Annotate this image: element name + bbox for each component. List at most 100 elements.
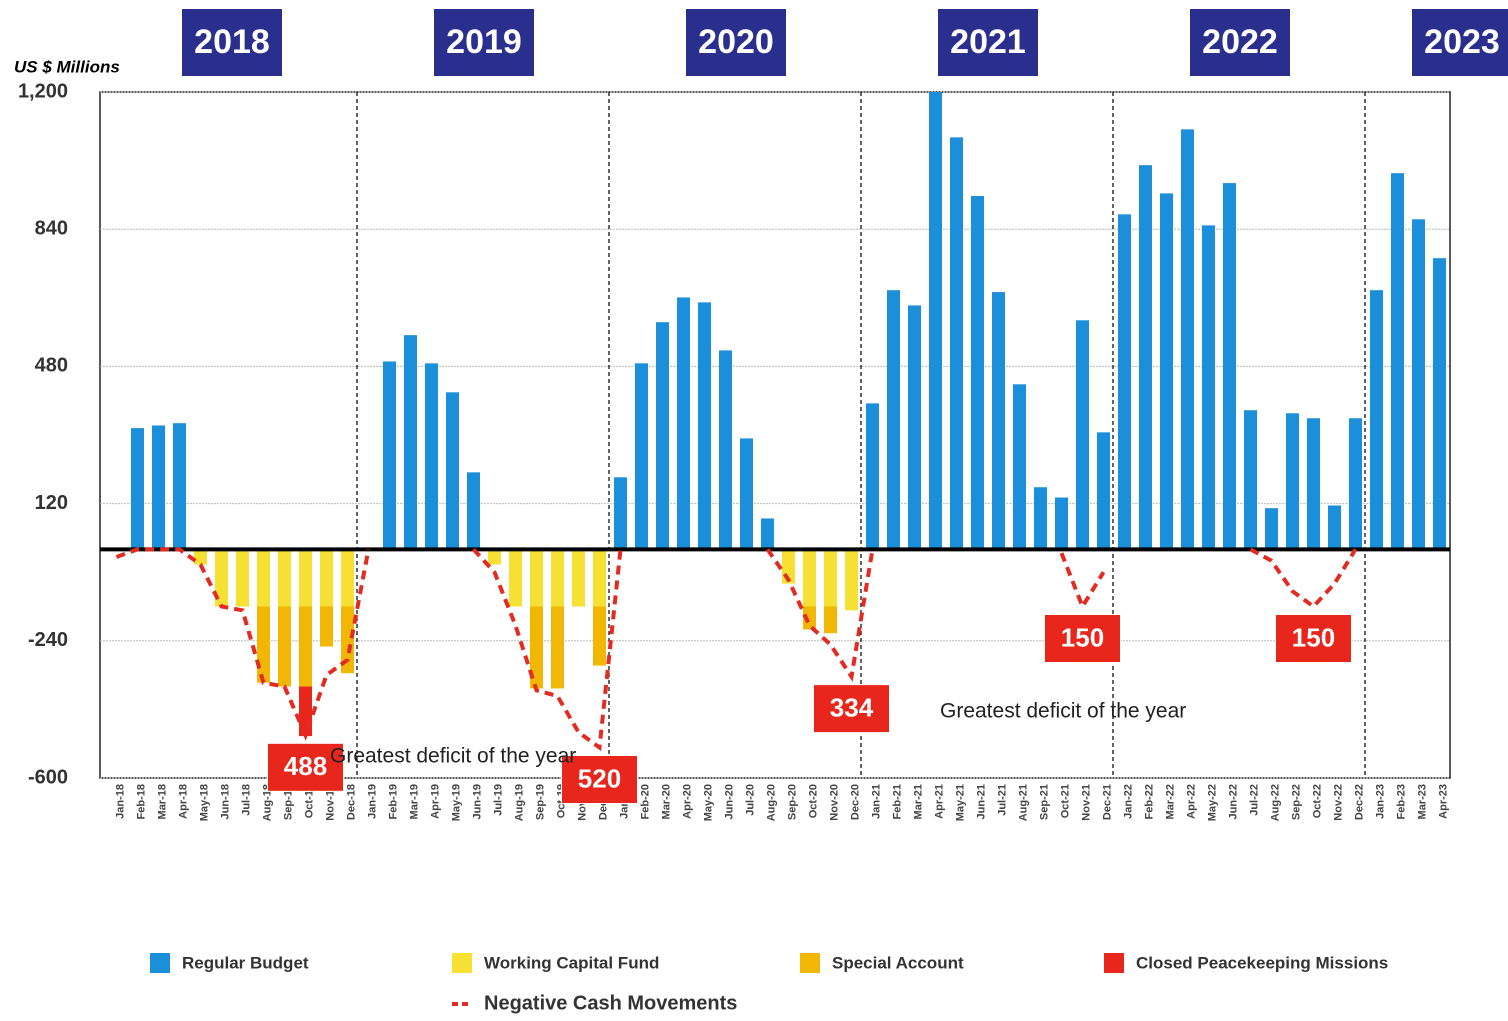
year-label: 2022: [1202, 23, 1278, 61]
bar: [824, 549, 837, 607]
bar: [887, 290, 900, 550]
x-tick-label: Jul-22: [1248, 784, 1260, 816]
x-tick-label: Apr-18: [177, 784, 189, 819]
x-tick-label: Apr-20: [681, 784, 693, 819]
bar: [971, 196, 984, 550]
bar: [341, 606, 354, 674]
legend-label: Negative Cash Movements: [484, 992, 737, 1014]
bar: [1307, 418, 1320, 550]
bar: [572, 549, 585, 607]
bar: [299, 549, 312, 607]
deficit-label: 488: [284, 751, 327, 781]
x-tick-label: Oct-22: [1311, 784, 1323, 818]
bar: [1370, 290, 1383, 550]
cash-line: [472, 547, 623, 752]
bar: [1139, 165, 1152, 550]
year-box: [938, 9, 1038, 76]
bar: [173, 423, 186, 550]
y-tick-label: 480: [35, 355, 68, 377]
bar: [530, 549, 543, 607]
bar: [1223, 183, 1236, 550]
x-tick-label: Jan-18: [114, 784, 126, 819]
x-tick-label: Jul-20: [744, 784, 756, 816]
bar: [215, 549, 228, 607]
x-tick-label: Mar-19: [408, 784, 420, 819]
y-tick-label: 120: [35, 492, 68, 514]
deficit-box: [267, 742, 344, 792]
x-tick-label: Nov-21: [1080, 784, 1092, 821]
bar: [824, 606, 837, 634]
x-tick-label: Jul-19: [492, 784, 504, 816]
y-axis-label: US $ Millions: [14, 57, 120, 76]
bar: [1433, 258, 1446, 550]
year-label: 2020: [698, 23, 774, 61]
deficit-box: [561, 755, 638, 805]
year-box: [182, 9, 282, 76]
bar: [278, 549, 291, 607]
bar: [719, 350, 732, 550]
bar: [1328, 505, 1341, 550]
x-tick-label: Dec-18: [345, 784, 357, 820]
bar: [383, 361, 396, 550]
x-tick-label: Aug-19: [513, 784, 525, 821]
bar: [341, 549, 354, 607]
year-box: [1190, 9, 1290, 76]
bar: [1097, 432, 1110, 550]
year-label: 2021: [950, 23, 1026, 61]
x-tick-label: Jul-21: [996, 784, 1008, 816]
bar: [404, 335, 417, 550]
x-tick-label: Jun-18: [219, 784, 231, 819]
bar: [551, 606, 564, 689]
bar: [1202, 225, 1215, 550]
x-tick-label: Sep-20: [786, 784, 798, 820]
bar: [1076, 320, 1089, 550]
x-tick-label: Jun-22: [1227, 784, 1239, 819]
x-tick-label: Aug-22: [1269, 784, 1281, 821]
deficit-label: 520: [578, 763, 621, 793]
x-tick-label: Jan-22: [1122, 784, 1134, 819]
deficit-box: [813, 684, 890, 734]
bar: [551, 549, 564, 607]
year-box: [434, 9, 534, 76]
y-tick-label: 840: [35, 217, 68, 239]
x-tick-label: Nov-18: [324, 784, 336, 821]
x-tick-label: Dec-21: [1101, 784, 1113, 820]
deficit-box: [1275, 614, 1352, 663]
bar: [950, 137, 963, 550]
bar: [299, 606, 312, 687]
legend-label: Special Account: [832, 953, 964, 972]
x-tick-label: May-20: [702, 784, 714, 821]
x-tick-label: Jun-19: [471, 784, 483, 819]
x-tick-label: Sep-19: [534, 784, 546, 820]
y-tick-label: 1,200: [18, 80, 68, 102]
deficit-label: 150: [1292, 622, 1335, 652]
x-tick-label: Mar-23: [1416, 784, 1428, 819]
legend-label: Closed Peacekeeping Missions: [1136, 953, 1388, 972]
bar: [1118, 214, 1131, 550]
bar: [803, 606, 816, 630]
cash-line: [115, 547, 371, 741]
x-tick-label: Dec-20: [849, 784, 861, 820]
bar: [929, 92, 942, 550]
legend-swatch: [452, 953, 472, 973]
x-tick-label: Sep-21: [1038, 784, 1050, 820]
y-tick-label: -240: [28, 629, 68, 651]
x-tick-label: Mar-21: [912, 784, 924, 819]
x-tick-label: Jan-19: [366, 784, 378, 819]
x-tick-label: May-22: [1206, 784, 1218, 821]
bar: [593, 549, 606, 607]
bar: [530, 606, 543, 689]
deficit-label: 150: [1061, 622, 1104, 652]
x-tick-label: Jun-21: [975, 784, 987, 819]
bar: [194, 549, 207, 565]
legend-swatch: [1104, 953, 1124, 973]
bar: [236, 549, 249, 607]
annotation: Greatest deficit of the year: [330, 745, 576, 768]
bar: [677, 297, 690, 550]
bar: [320, 549, 333, 607]
bar: [992, 292, 1005, 550]
deficit-box: [1044, 614, 1121, 663]
bar: [278, 606, 291, 687]
bar: [467, 472, 480, 550]
